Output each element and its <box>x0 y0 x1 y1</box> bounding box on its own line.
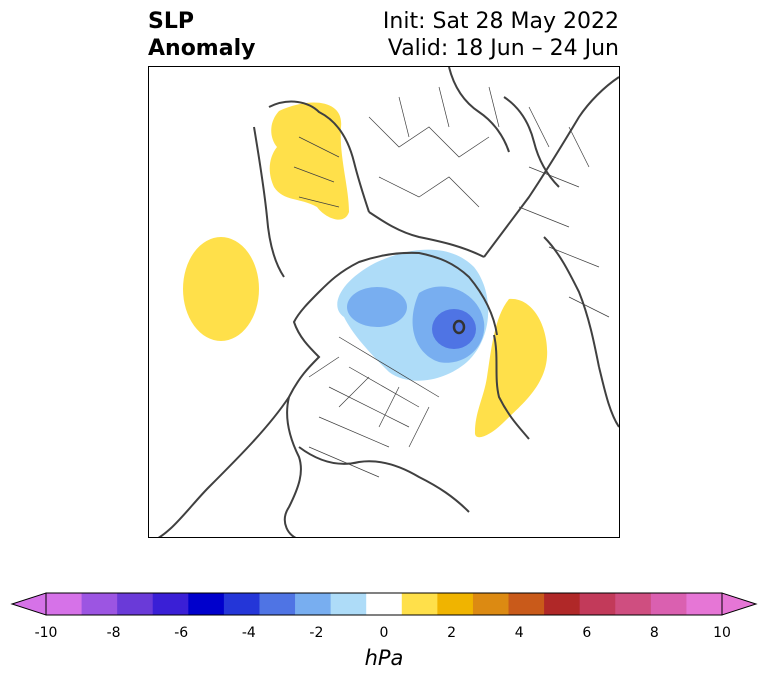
title-type: Anomaly <box>148 36 256 61</box>
colorbar-cell <box>366 593 403 615</box>
colorbar-extend-min <box>10 592 47 616</box>
init-date: Init: Sat 28 May 2022 <box>382 9 619 34</box>
country-borders <box>293 86 610 478</box>
valid-range: Valid: 18 Jun – 24 Jun <box>387 36 619 61</box>
coastlines <box>157 67 619 537</box>
colorbar-cell <box>259 593 296 615</box>
colorbar-tick-label: 0 <box>379 625 389 641</box>
north-pacific-high <box>183 237 259 341</box>
title-variable: SLP <box>148 9 194 34</box>
colorbar-cell <box>437 593 474 615</box>
colorbar-cell <box>579 593 616 615</box>
colorbar-cell <box>223 593 260 615</box>
colorbar-cell <box>472 593 510 615</box>
colorbar-outline <box>45 592 723 616</box>
colorbar-cell <box>544 593 581 615</box>
colorbar-tick-label: -6 <box>174 625 189 641</box>
colorbar <box>10 592 758 616</box>
anomaly-fills <box>183 102 548 438</box>
arctic-low-center <box>452 319 466 335</box>
colorbar-cell <box>615 593 652 615</box>
colorbar-cell <box>81 593 118 615</box>
colorbar-extend-max <box>721 592 758 616</box>
colorbar-tick-label: -8 <box>106 625 121 641</box>
arctic-low-mid-west <box>347 287 407 327</box>
colorbar-tick-label: -4 <box>241 625 256 641</box>
colorbar-cell <box>295 593 332 615</box>
colorbar-cell <box>508 593 545 615</box>
colorbar-cell <box>401 593 438 615</box>
map-panel <box>148 66 620 538</box>
colorbar-cells <box>10 592 758 616</box>
colorbar-cell <box>188 593 225 615</box>
colorbar-cell <box>330 593 367 615</box>
title-right: Init: Sat 28 May 2022 Valid: 18 Jun – 24… <box>383 8 619 62</box>
colorbar-cell <box>46 593 83 615</box>
colorbar-cell <box>650 593 687 615</box>
title-left: SLP Anomaly <box>148 8 255 62</box>
colorbar-tick-label: -2 <box>309 625 324 641</box>
colorbar-tick-label: -10 <box>34 625 58 641</box>
colorbar-label: hPa <box>364 646 404 670</box>
polar-map <box>157 67 619 537</box>
colorbar-cell <box>152 593 189 615</box>
colorbar-tick-label: 8 <box>649 625 659 641</box>
europe-high <box>269 102 349 220</box>
colorbar-tick-label: 6 <box>582 625 592 641</box>
colorbar-cell <box>117 593 154 615</box>
colorbar-cell <box>686 593 723 615</box>
colorbar-tick-label: 2 <box>447 625 457 641</box>
colorbar-tick-label: 4 <box>514 625 524 641</box>
colorbar-tick-label: 10 <box>713 625 731 641</box>
north-atlantic-high <box>474 298 548 438</box>
